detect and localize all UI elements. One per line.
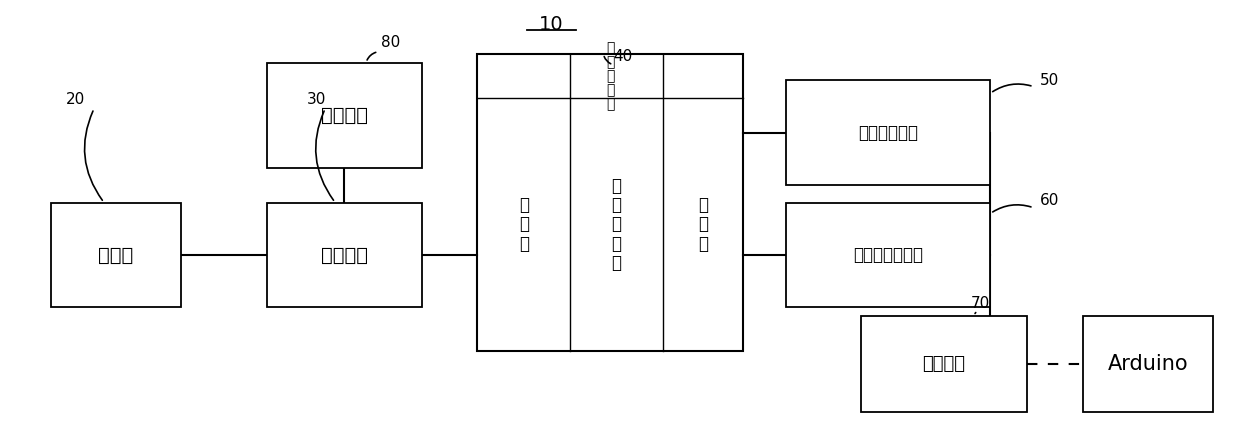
Bar: [861, 316, 1027, 412]
Text: 30: 30: [307, 92, 326, 107]
Bar: [787, 202, 990, 308]
Text: 控
制
端: 控 制 端: [519, 196, 529, 253]
Text: 上位机: 上位机: [98, 246, 134, 264]
Text: 磁力模块: 磁力模块: [923, 355, 965, 373]
Bar: [1083, 316, 1213, 412]
Text: 继
电
器
模
块: 继 电 器 模 块: [611, 176, 622, 272]
Text: 10: 10: [539, 15, 564, 33]
Text: 80: 80: [382, 36, 400, 51]
Text: 20: 20: [66, 92, 85, 107]
Text: 继
电
器
模
块: 继 电 器 模 块: [606, 41, 615, 111]
Text: 70: 70: [971, 296, 990, 311]
Text: 被
控
端: 被 控 端: [698, 196, 707, 253]
Text: 40: 40: [613, 48, 633, 63]
Text: 电源驱动模块: 电源驱动模块: [859, 124, 918, 142]
Bar: [477, 54, 743, 351]
Bar: [787, 80, 990, 185]
Text: 50: 50: [1040, 73, 1059, 88]
Text: 微控制器: 微控制器: [321, 246, 368, 264]
Text: 60: 60: [1040, 193, 1059, 208]
Text: 显示模块: 显示模块: [321, 106, 368, 125]
Bar: [268, 62, 421, 168]
Bar: [268, 202, 421, 308]
Text: Arduino: Arduino: [1108, 354, 1188, 374]
Text: 数字微流控芯片: 数字微流控芯片: [854, 246, 923, 264]
Bar: [51, 202, 181, 308]
